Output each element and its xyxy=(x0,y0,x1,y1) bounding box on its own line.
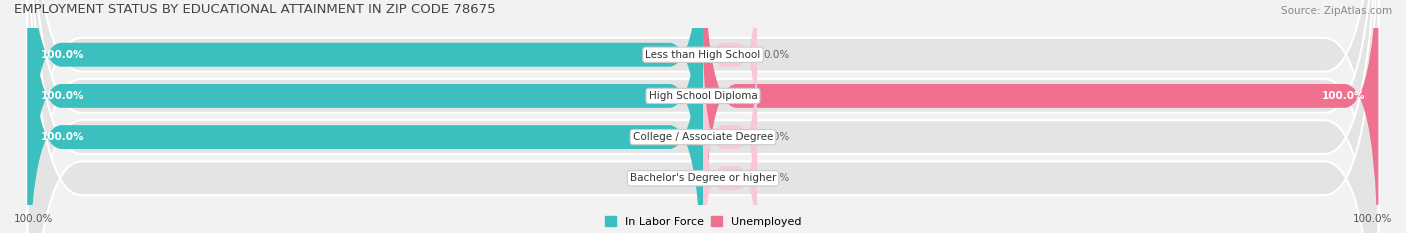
FancyBboxPatch shape xyxy=(28,0,1378,233)
Legend: In Labor Force, Unemployed: In Labor Force, Unemployed xyxy=(600,212,806,231)
Text: 0.0%: 0.0% xyxy=(763,173,790,183)
Text: 100.0%: 100.0% xyxy=(41,132,84,142)
Text: 100.0%: 100.0% xyxy=(41,91,84,101)
FancyBboxPatch shape xyxy=(28,0,703,233)
Text: 100.0%: 100.0% xyxy=(41,50,84,60)
Text: Less than High School: Less than High School xyxy=(645,50,761,60)
FancyBboxPatch shape xyxy=(28,0,1378,233)
Text: 0.0%: 0.0% xyxy=(664,173,689,183)
FancyBboxPatch shape xyxy=(703,67,756,233)
Text: 100.0%: 100.0% xyxy=(1322,91,1365,101)
Text: High School Diploma: High School Diploma xyxy=(648,91,758,101)
Text: Source: ZipAtlas.com: Source: ZipAtlas.com xyxy=(1281,6,1392,16)
FancyBboxPatch shape xyxy=(28,0,1378,233)
FancyBboxPatch shape xyxy=(28,0,703,233)
FancyBboxPatch shape xyxy=(703,0,756,166)
FancyBboxPatch shape xyxy=(28,0,703,233)
Text: College / Associate Degree: College / Associate Degree xyxy=(633,132,773,142)
Text: 0.0%: 0.0% xyxy=(763,50,790,60)
Text: 100.0%: 100.0% xyxy=(1353,214,1392,224)
FancyBboxPatch shape xyxy=(703,25,756,233)
Text: Bachelor's Degree or higher: Bachelor's Degree or higher xyxy=(630,173,776,183)
FancyBboxPatch shape xyxy=(703,0,1378,233)
FancyBboxPatch shape xyxy=(28,0,1378,233)
Text: 100.0%: 100.0% xyxy=(14,214,53,224)
Text: 0.0%: 0.0% xyxy=(763,132,790,142)
Text: EMPLOYMENT STATUS BY EDUCATIONAL ATTAINMENT IN ZIP CODE 78675: EMPLOYMENT STATUS BY EDUCATIONAL ATTAINM… xyxy=(14,3,496,16)
